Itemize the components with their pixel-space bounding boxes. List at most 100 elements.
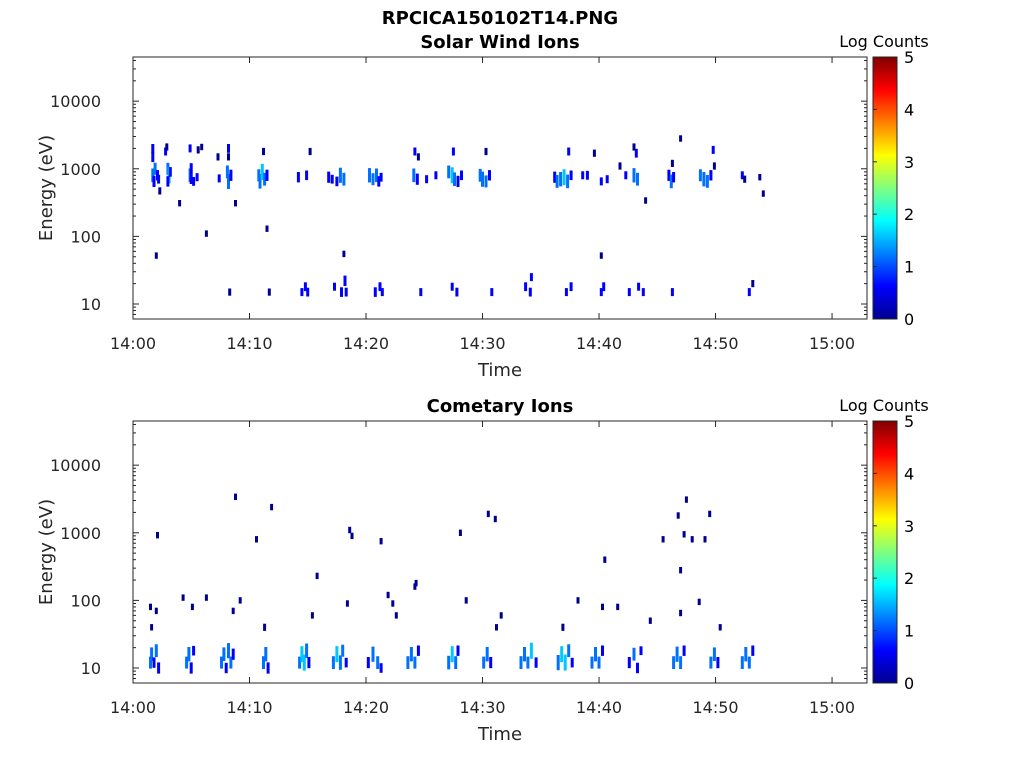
heatmap-cell bbox=[303, 282, 307, 292]
heatmap-cell bbox=[151, 168, 155, 183]
heatmap-cell bbox=[711, 145, 715, 154]
heatmap-cell bbox=[216, 153, 220, 161]
heatmap-cell bbox=[489, 657, 493, 669]
y-tick-label: 10 bbox=[81, 295, 101, 314]
heatmap-cell bbox=[376, 656, 380, 669]
colorbar-tick-label: 0 bbox=[904, 674, 914, 693]
heatmap-cell bbox=[751, 280, 755, 288]
heatmap-cell bbox=[338, 167, 342, 183]
heatmap-cell bbox=[661, 536, 665, 543]
heatmap-cell bbox=[555, 175, 559, 188]
heatmap-cell bbox=[534, 657, 538, 668]
heatmap-cell bbox=[637, 282, 641, 291]
y-axis: 10 100 1000 10000 bbox=[50, 423, 867, 684]
heatmap-cell bbox=[338, 655, 342, 670]
heatmap-cell bbox=[195, 173, 199, 182]
heatmap-cell bbox=[641, 288, 645, 297]
y-axis: 10 100 1000 10000 bbox=[50, 59, 867, 320]
heatmap-cell bbox=[484, 147, 488, 156]
colorbar-tick-label: 5 bbox=[904, 48, 914, 67]
heatmap-cell bbox=[672, 656, 676, 669]
heatmap-cell bbox=[379, 663, 383, 673]
heatmap-cell bbox=[265, 169, 269, 181]
heatmap-cell bbox=[718, 624, 722, 631]
x-axis-label: Time bbox=[477, 360, 522, 381]
heatmap-cell bbox=[335, 646, 339, 663]
heatmap-cell bbox=[348, 526, 352, 534]
heatmap-cell bbox=[262, 147, 265, 156]
heatmap-cell bbox=[227, 173, 230, 189]
heatmap-cell bbox=[672, 172, 676, 183]
heatmap-cell bbox=[228, 288, 232, 296]
colorbar-ticks: 0 1 2 3 4 5 bbox=[873, 48, 914, 329]
heatmap-cell bbox=[592, 149, 596, 157]
heatmap-cell bbox=[335, 176, 339, 187]
heatmap-cell bbox=[675, 646, 679, 662]
heatmap-cell bbox=[603, 556, 607, 563]
heatmap-cell bbox=[227, 153, 230, 161]
heatmap-cell bbox=[744, 647, 748, 662]
heatmap-cell bbox=[217, 174, 221, 183]
heatmap-cell bbox=[149, 603, 152, 611]
heatmap-cell bbox=[151, 144, 155, 153]
heatmap-cell bbox=[705, 175, 709, 188]
heatmap-cell bbox=[375, 168, 378, 183]
heatmap-cell bbox=[669, 174, 673, 189]
heatmap-cell bbox=[234, 493, 237, 500]
heatmap-cell bbox=[447, 165, 451, 179]
heatmap-cell bbox=[409, 647, 413, 662]
heatmap-cell bbox=[150, 647, 154, 661]
colorbar-tick-label: 2 bbox=[904, 569, 914, 588]
heatmap-cell bbox=[342, 172, 346, 186]
heatmap-cell bbox=[703, 536, 707, 543]
heatmap-cell bbox=[263, 172, 267, 186]
colorbar-tick-label: 3 bbox=[904, 517, 914, 536]
heatmap-cell bbox=[450, 282, 454, 291]
heatmap-cell bbox=[308, 147, 312, 156]
x-axis: 14:00 14:10 14:20 14:30 14:40 14:50 15:00 bbox=[110, 57, 855, 353]
heatmap-cell bbox=[599, 252, 603, 259]
heatmap-cell bbox=[157, 662, 161, 674]
heatmap-cell bbox=[632, 168, 636, 183]
heatmap-cell bbox=[156, 532, 159, 539]
heatmap-cell bbox=[419, 288, 423, 297]
heatmap-cell bbox=[484, 175, 488, 188]
heatmap-cell bbox=[255, 536, 258, 543]
heatmap-cells bbox=[149, 493, 755, 674]
heatmap-cell bbox=[340, 287, 343, 297]
heatmap-cell bbox=[204, 594, 208, 601]
heatmap-cell bbox=[225, 165, 229, 179]
heatmap-cell bbox=[260, 163, 264, 180]
heatmap-cell bbox=[342, 250, 346, 258]
heatmap-cell bbox=[460, 170, 463, 181]
heatmap-cell bbox=[556, 655, 560, 671]
heatmap-cell bbox=[190, 603, 194, 611]
y-tick-label: 1000 bbox=[60, 160, 101, 179]
heatmap-cell bbox=[154, 607, 158, 615]
colorbar-label: Log Counts bbox=[839, 396, 929, 415]
heatmap-cell bbox=[599, 288, 603, 297]
heatmap-cell bbox=[524, 282, 528, 292]
heatmap-cell bbox=[152, 657, 156, 668]
heatmap-cell bbox=[627, 288, 631, 297]
heatmap-cell bbox=[632, 143, 636, 151]
heatmap-cell bbox=[561, 623, 565, 631]
heatmap-cell bbox=[394, 612, 398, 619]
y-tick-label: 1000 bbox=[60, 524, 101, 543]
heatmap-cell bbox=[450, 167, 454, 184]
heatmap-cell bbox=[379, 538, 383, 545]
heatmap-cell bbox=[425, 175, 429, 184]
heatmap-cell bbox=[636, 662, 639, 674]
heatmap-cell bbox=[258, 174, 262, 189]
heatmap-cell bbox=[740, 171, 744, 180]
heatmap-cell bbox=[379, 172, 383, 182]
heatmap-cell bbox=[368, 168, 371, 183]
heatmap-cell bbox=[456, 645, 460, 656]
heatmap-cell bbox=[499, 612, 503, 619]
x-axis: 14:00 14:10 14:20 14:30 14:40 14:50 15:00 bbox=[110, 421, 855, 717]
heatmap-cell bbox=[204, 230, 208, 237]
colorbar-tick-label: 1 bbox=[904, 622, 914, 641]
heatmap-cell bbox=[488, 170, 491, 181]
heatmap-cell bbox=[231, 607, 235, 615]
